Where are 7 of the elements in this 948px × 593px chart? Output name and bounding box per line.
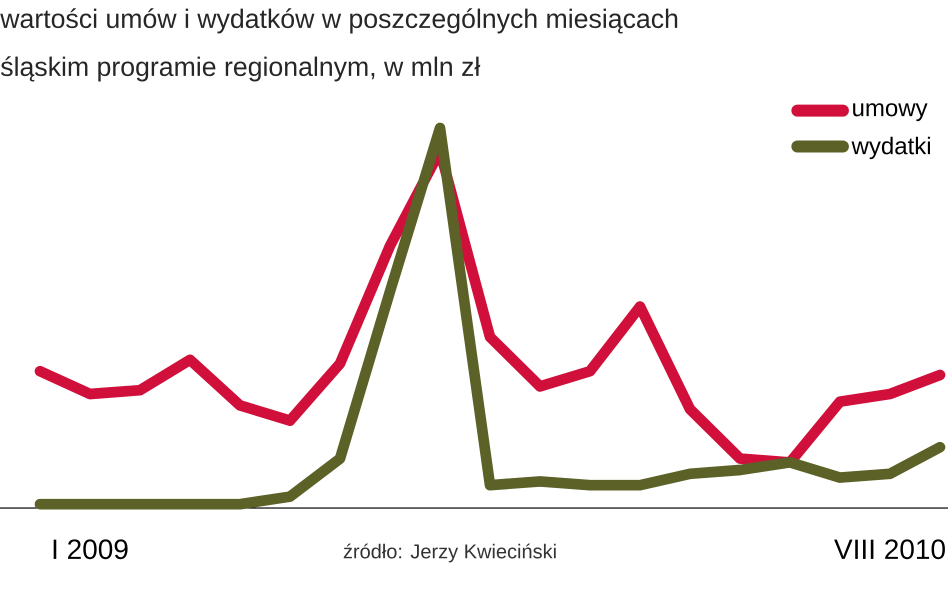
x-tick-label: I 2009 [54, 539, 128, 560]
chart-title: wartości umów i wydatków w poszczególnych miesiącach [0, 8, 678, 34]
text: źródło: Jerzy Kwieciński [344, 544, 556, 562]
legend-label: wydatki [852, 136, 930, 160]
x-tick-label: VIII 2010 [834, 539, 945, 560]
chart-subtitle: śląskim programie regionalnym, w mln zł [1, 56, 480, 82]
legend-label: umowy [853, 103, 928, 122]
